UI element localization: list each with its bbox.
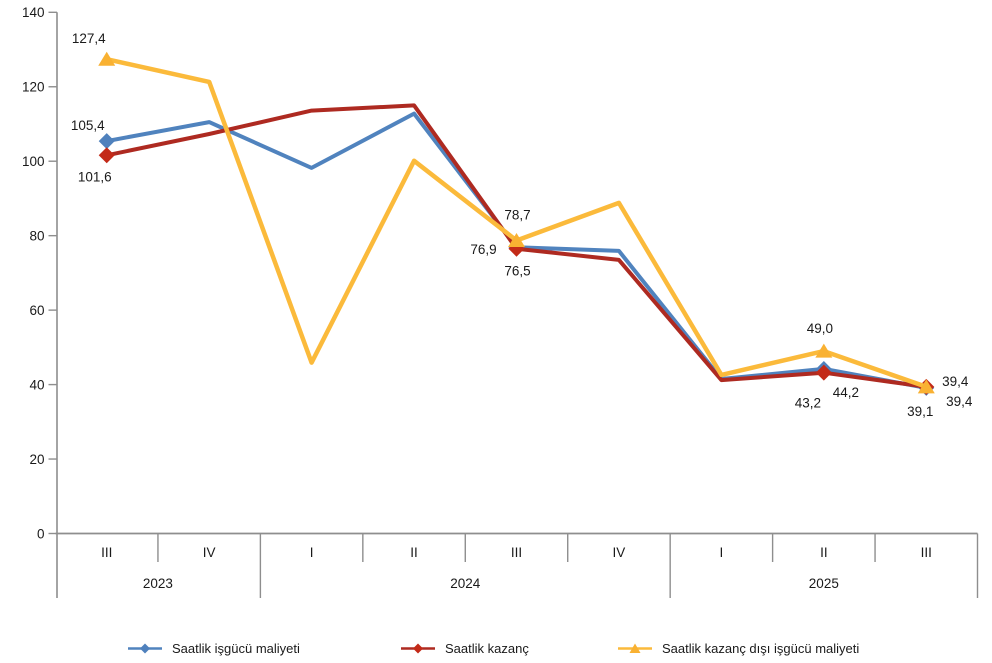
chart-legend: Saatlik işgücü maliyeti Saatlik kazanç S… xyxy=(0,641,992,663)
x-axis-year-label: 2025 xyxy=(809,576,839,591)
series-saatlik-kazan-d-i-g-c-maliyeti xyxy=(98,51,935,394)
x-axis-quarter-label: III xyxy=(511,545,522,560)
legend-item-saatlik-isgucu-maliyeti: Saatlik işgücü maliyeti xyxy=(127,641,300,656)
data-point-marker-triangle xyxy=(508,233,525,248)
legend-label: Saatlik işgücü maliyeti xyxy=(172,641,300,656)
x-axis-quarter-label: II xyxy=(410,545,418,560)
red-diamond-line-legend-icon xyxy=(400,642,436,655)
data-point-label: 105,4 xyxy=(71,118,105,133)
data-point-label: 39,4 xyxy=(946,394,973,409)
legend-item-saatlik-kazanc: Saatlik kazanç xyxy=(400,641,529,656)
data-point-label: 43,2 xyxy=(795,396,821,411)
data-point-label: 39,1 xyxy=(907,404,933,419)
x-axis-quarter-label: II xyxy=(820,545,828,560)
y-axis-tick-label: 140 xyxy=(22,5,45,20)
x-axis-year-label: 2023 xyxy=(143,576,173,591)
y-axis-tick-label: 120 xyxy=(22,80,45,95)
x-axis-year-label: 2024 xyxy=(450,576,481,591)
x-axis-quarter-label: III xyxy=(101,545,112,560)
series-saatlik-kazan xyxy=(98,103,935,395)
y-axis-tick-label: 100 xyxy=(22,154,45,169)
x-axis-quarter-label: IV xyxy=(613,545,626,560)
data-point-label: 44,2 xyxy=(833,385,859,400)
data-point-marker-diamond xyxy=(98,133,115,150)
legend-item-saatlik-kazanc-disi-isgucu-maliyeti: Saatlik kazanç dışı işgücü maliyeti xyxy=(617,641,859,656)
x-axis-quarter-label: III xyxy=(921,545,932,560)
x-axis-quarter-label: IV xyxy=(203,545,216,560)
data-point-marker-triangle xyxy=(98,51,116,66)
data-point-marker-diamond xyxy=(98,147,115,164)
data-point-label: 76,5 xyxy=(504,264,530,279)
data-point-label: 49,0 xyxy=(807,321,833,336)
y-axis-tick-label: 80 xyxy=(29,228,44,243)
y-axis-tick-label: 0 xyxy=(37,526,45,541)
data-point-label: 127,4 xyxy=(72,31,106,46)
data-point-label: 76,9 xyxy=(470,242,496,257)
x-axis-quarter-label: I xyxy=(310,545,314,560)
data-point-label: 39,4 xyxy=(942,374,969,389)
y-axis-tick-label: 20 xyxy=(29,452,44,467)
data-point-label: 78,7 xyxy=(504,208,530,223)
y-axis-tick-label: 40 xyxy=(29,377,44,392)
legend-label: Saatlik kazanç dışı işgücü maliyeti xyxy=(662,641,860,656)
data-point-marker-triangle xyxy=(917,379,935,394)
x-axis-quarter-label: I xyxy=(720,545,724,560)
y-axis-tick-label: 60 xyxy=(29,303,44,318)
series-line xyxy=(104,56,929,390)
legend-label: Saatlik kazanç xyxy=(445,641,529,656)
data-point-marker-triangle xyxy=(815,343,833,358)
yellow-triangle-line-legend-icon xyxy=(617,642,653,655)
data-labels: 105,4 76,9 44,2 39,1 101,6 76,5 43,2 39,4 127,4 7… xyxy=(71,31,973,419)
data-point-label: 101,6 xyxy=(78,169,112,184)
data-point-marker-diamond xyxy=(815,364,832,381)
blue-diamond-line-legend-icon xyxy=(127,642,163,655)
